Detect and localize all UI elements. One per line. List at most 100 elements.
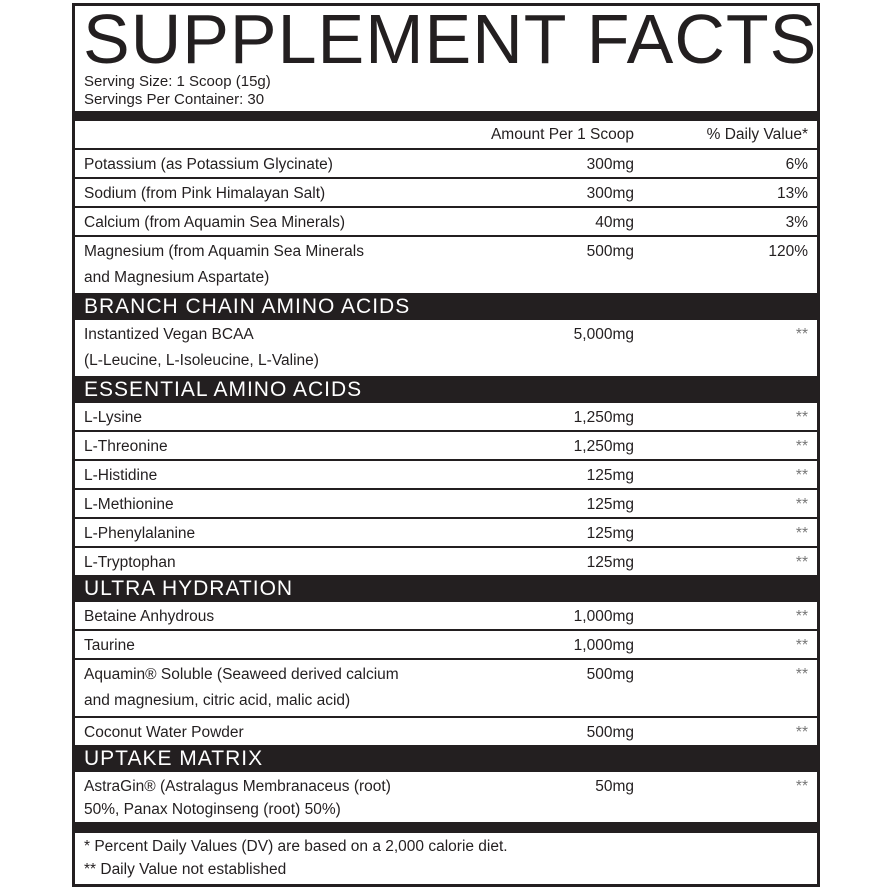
nutrient-name-line: Calcium (from Aquamin Sea Minerals)	[84, 214, 346, 231]
table-row: Potassium (as Potassium Glycinate) 300mg 6…	[75, 150, 817, 177]
nutrient-daily-value: **	[795, 409, 808, 426]
nutrient-name: L-Phenylalanine	[84, 522, 524, 545]
nutrient-daily-value: **	[795, 778, 808, 795]
nutrient-daily-value: **	[795, 438, 808, 455]
nutrient-name-line: L-Threonine	[84, 438, 168, 455]
nutrient-amount: 300mg	[586, 156, 634, 173]
section-header: UPTAKE MATRIX	[75, 747, 817, 771]
nutrient-name-line: and magnesium, citric acid, malic acid)	[84, 692, 351, 709]
nutrient-name: L-Histidine	[84, 464, 524, 487]
amount-header: Amount Per 1 Scoop	[490, 126, 634, 143]
nutrient-amount: 500mg	[586, 666, 634, 683]
nutrient-name-line: L-Histidine	[84, 467, 158, 484]
nutrient-name-line: L-Methionine	[84, 496, 174, 513]
nutrient-name: Aquamin® Soluble (Seaweed derived calciu…	[84, 662, 524, 714]
nutrient-name-line: Instantized Vegan BCAA	[84, 326, 254, 343]
nutrient-daily-value: **	[795, 608, 808, 625]
nutrient-amount: 500mg	[586, 724, 634, 741]
nutrient-name: Sodium (from Pink Himalayan Salt)	[84, 182, 524, 205]
nutrient-name-line: Sodium (from Pink Himalayan Salt)	[84, 185, 326, 202]
nutrient-amount: 125mg	[586, 554, 634, 571]
nutrient-daily-value: **	[795, 666, 808, 683]
nutrient-name: L-Methionine	[84, 493, 524, 516]
serving-size: Serving Size: 1 Scoop (15g)	[84, 73, 271, 90]
nutrient-amount: 1,250mg	[573, 409, 634, 426]
nutrient-name-line: Magnesium (from Aquamin Sea Minerals	[84, 243, 364, 260]
nutrient-amount: 40mg	[595, 214, 634, 231]
table-row: L-Histidine 125mg **	[75, 461, 817, 488]
table-row: Calcium (from Aquamin Sea Minerals) 40mg 3…	[75, 208, 817, 235]
nutrient-name-line: L-Lysine	[84, 409, 143, 426]
nutrient-daily-value: 6%	[785, 156, 808, 173]
table-row: L-Phenylalanine 125mg **	[75, 519, 817, 546]
nutrient-name: Potassium (as Potassium Glycinate)	[84, 153, 524, 176]
daily-value-header: % Daily Value*	[706, 126, 808, 143]
nutrient-name: L-Tryptophan	[84, 551, 524, 574]
footnote-not-established: ** Daily Value not established	[84, 861, 287, 878]
nutrient-name: AstraGin® (Astralagus Membranaceus (root…	[84, 775, 524, 821]
table-row: Instantized Vegan BCAA (L-Leucine, L-Isol…	[75, 320, 817, 376]
nutrient-name-line: L-Phenylalanine	[84, 525, 196, 542]
servings-per-container: Servings Per Container: 30	[84, 91, 265, 108]
nutrient-name: Magnesium (from Aquamin Sea Minerals and …	[84, 239, 524, 291]
nutrient-daily-value: **	[795, 326, 808, 343]
nutrient-daily-value: 3%	[785, 214, 808, 231]
nutrient-daily-value: **	[795, 467, 808, 484]
facts-table: Amount Per 1 Scoop % Daily Value* Potassiu…	[75, 121, 817, 825]
nutrient-name: L-Threonine	[84, 435, 524, 458]
nutrient-name-line: 50%, Panax Notoginseng (root) 50%)	[84, 801, 341, 818]
nutrient-name-line: and Magnesium Aspartate)	[84, 269, 270, 286]
footnote-dv: * Percent Daily Values (DV) are based on…	[84, 838, 508, 855]
nutrient-name-line: (L-Leucine, L-Isoleucine, L-Valine)	[84, 352, 319, 369]
supplement-facts-label: SUPPLEMENT FACTS Serving Size: 1 Scoop (…	[72, 3, 820, 887]
nutrient-amount: 500mg	[586, 243, 634, 260]
section-header: ESSENTIAL AMINO ACIDS	[75, 378, 817, 402]
table-row: L-Lysine 1,250mg **	[75, 403, 817, 430]
nutrient-amount: 125mg	[586, 525, 634, 542]
nutrient-name-line: Betaine Anhydrous	[84, 608, 215, 625]
nutrient-daily-value: 13%	[776, 185, 808, 202]
nutrient-amount: 1,000mg	[573, 608, 634, 625]
nutrient-name-line: AstraGin® (Astralagus Membranaceus (root…	[84, 778, 391, 795]
column-header-row: Amount Per 1 Scoop % Daily Value*	[75, 121, 817, 148]
nutrient-amount: 50mg	[595, 778, 634, 795]
nutrient-amount: 125mg	[586, 467, 634, 484]
nutrient-daily-value: 120%	[768, 243, 808, 260]
nutrient-name: Taurine	[84, 634, 524, 657]
nutrient-amount: 1,000mg	[573, 637, 634, 654]
nutrient-name-line: Aquamin® Soluble (Seaweed derived calciu…	[84, 666, 399, 683]
nutrient-name-line: Taurine	[84, 637, 135, 654]
nutrient-name: Coconut Water Powder	[84, 721, 524, 744]
table-row: AstraGin® (Astralagus Membranaceus (root…	[75, 772, 817, 822]
table-row: Betaine Anhydrous 1,000mg **	[75, 602, 817, 629]
section-header: BRANCH CHAIN AMINO ACIDS	[75, 295, 817, 319]
table-row: Taurine 1,000mg **	[75, 631, 817, 658]
table-row: Sodium (from Pink Himalayan Salt) 300mg 13…	[75, 179, 817, 206]
table-row: L-Methionine 125mg **	[75, 490, 817, 517]
nutrient-amount: 1,250mg	[573, 438, 634, 455]
section-header: ULTRA HYDRATION	[75, 577, 817, 601]
label-title: SUPPLEMENT FACTS	[83, 0, 818, 78]
table-row: L-Threonine 1,250mg **	[75, 432, 817, 459]
nutrient-daily-value: **	[795, 637, 808, 654]
nutrient-name: Betaine Anhydrous	[84, 605, 524, 628]
nutrient-amount: 125mg	[586, 496, 634, 513]
nutrient-name-line: Potassium (as Potassium Glycinate)	[84, 156, 333, 173]
nutrient-amount: 300mg	[586, 185, 634, 202]
nutrient-name-line: L-Tryptophan	[84, 554, 176, 571]
table-row: Coconut Water Powder 500mg **	[75, 718, 817, 745]
nutrient-daily-value: **	[795, 554, 808, 571]
table-row: L-Tryptophan 125mg **	[75, 548, 817, 575]
footnotes: * Percent Daily Values (DV) are based on…	[75, 833, 817, 884]
nutrient-name: Instantized Vegan BCAA (L-Leucine, L-Isol…	[84, 322, 524, 374]
nutrient-name-line: Coconut Water Powder	[84, 724, 244, 741]
label-header: SUPPLEMENT FACTS Serving Size: 1 Scoop (…	[75, 0, 818, 111]
nutrient-name: Calcium (from Aquamin Sea Minerals)	[84, 211, 524, 234]
nutrient-daily-value: **	[795, 724, 808, 741]
table-row: Aquamin® Soluble (Seaweed derived calciu…	[75, 660, 817, 716]
nutrient-daily-value: **	[795, 525, 808, 542]
nutrient-amount: 5,000mg	[573, 326, 634, 343]
table-row: Magnesium (from Aquamin Sea Minerals and …	[75, 237, 817, 293]
nutrient-daily-value: **	[795, 496, 808, 513]
nutrient-name: L-Lysine	[84, 406, 524, 429]
